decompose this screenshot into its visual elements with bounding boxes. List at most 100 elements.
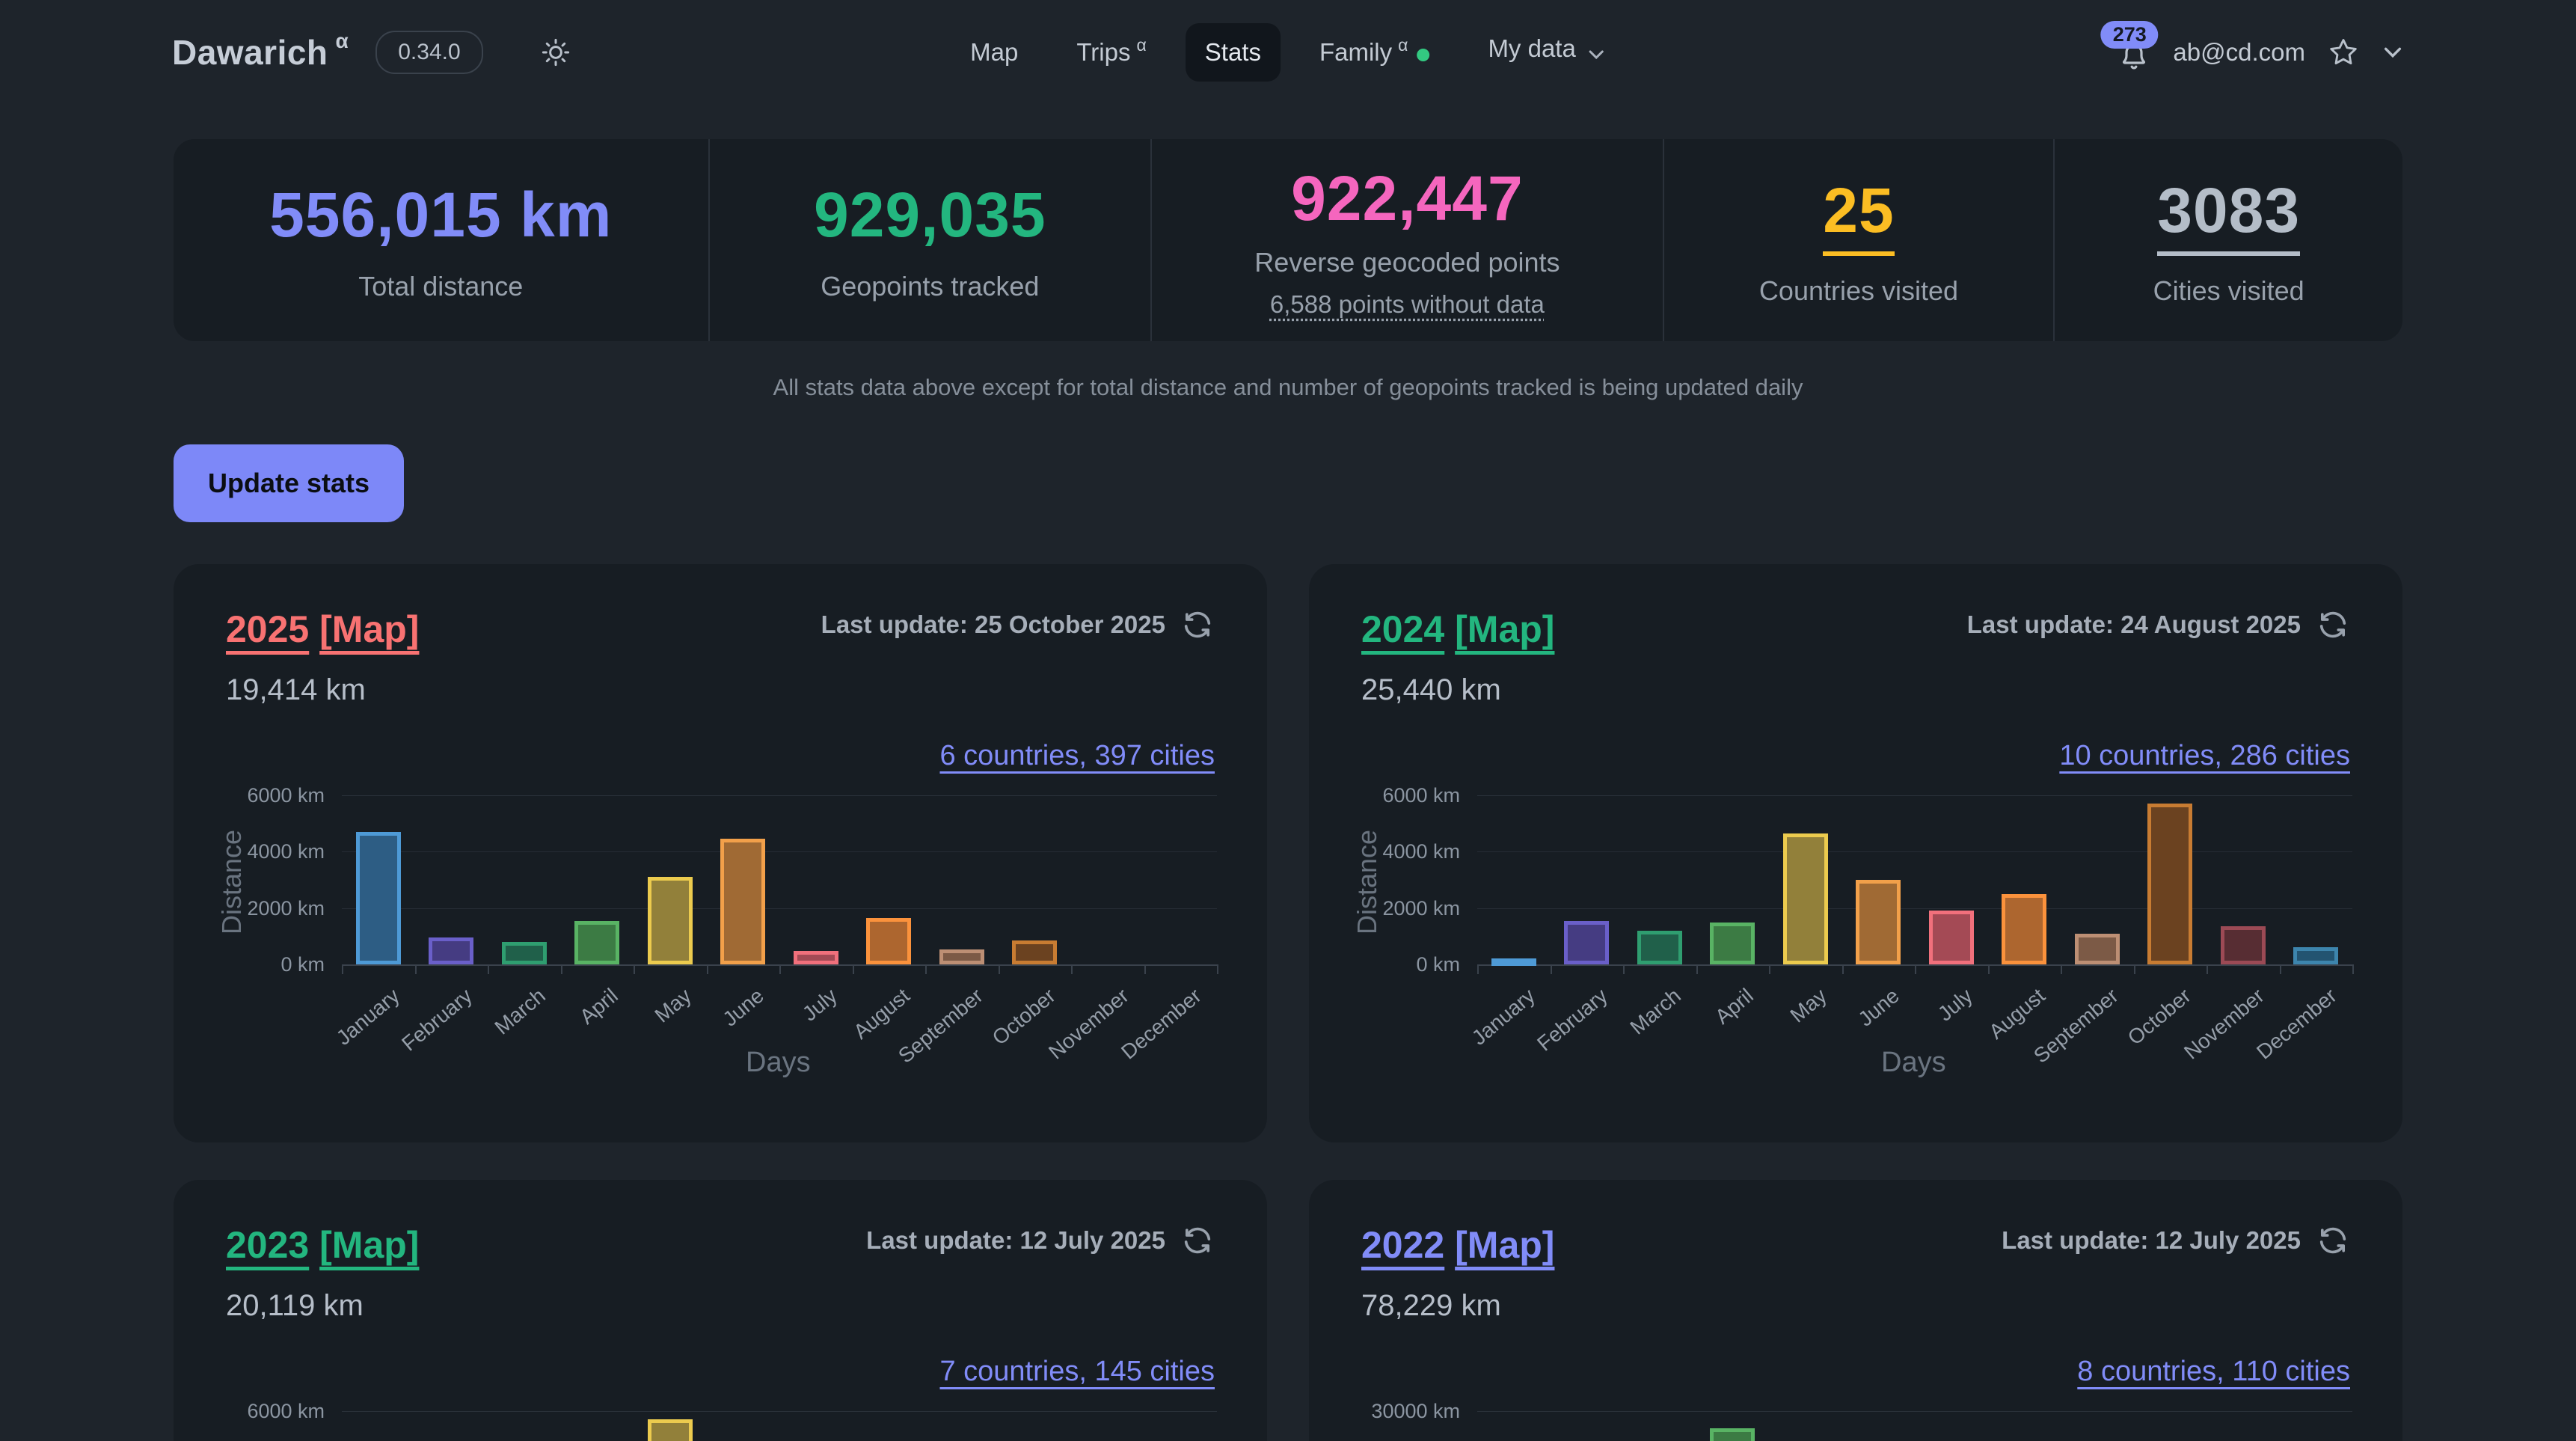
month-label: July: [797, 984, 841, 1026]
year-card-2022: 2022 [Map] Last update: 12 July 2025 78,22…: [1309, 1180, 2402, 1441]
nav-item-family[interactable]: Family α: [1300, 23, 1449, 82]
year-map-link[interactable]: [Map]: [1455, 1224, 1555, 1266]
x-axis-tick: [2352, 964, 2354, 974]
year-map-link[interactable]: [Map]: [319, 1224, 420, 1266]
nav-item-map[interactable]: Map: [951, 23, 1037, 82]
notifications-bell-icon[interactable]: 273: [2100, 21, 2159, 73]
bar-january-2025: [355, 831, 401, 964]
month-label: November: [1043, 984, 1133, 1064]
y-axis-tick-label: 0 km: [280, 953, 325, 976]
x-axis-tick: [925, 964, 927, 974]
nav-item-trips[interactable]: Trips α: [1057, 23, 1165, 82]
month-label: March: [490, 984, 550, 1039]
bar-november-2024: [2220, 926, 2266, 964]
year-map-link[interactable]: [Map]: [319, 608, 420, 650]
month-label: August: [849, 984, 915, 1044]
favorite-star-icon[interactable]: [2326, 35, 2361, 70]
distance-bar-chart-2025: 6000 km 4000 km 2000 km 0 km January February…: [216, 781, 1218, 1080]
month-label: December: [2252, 984, 2342, 1064]
countries-cities-row: 6 countries, 397 cities: [226, 740, 1215, 772]
x-axis-tick: [1915, 964, 1916, 974]
refresh-icon[interactable]: [2316, 608, 2350, 642]
y-axis-tick-label: 4000 km: [247, 840, 325, 863]
refresh-icon[interactable]: [2316, 1223, 2350, 1258]
bar-august-2025: [866, 917, 912, 964]
bar-february-2024: [1564, 920, 1610, 964]
alpha-superscript: α: [1136, 35, 1147, 55]
bar-september-2025: [939, 949, 984, 964]
bar-september-2024: [2074, 933, 2120, 964]
x-axis-title: Days: [746, 1047, 811, 1078]
nav-item-trips-label: Trips: [1076, 38, 1131, 66]
bar-december-2024: [2293, 947, 2339, 964]
stat-label: Geopoints tracked: [821, 270, 1040, 302]
nav-item-stats-label: Stats: [1204, 38, 1261, 66]
year-link[interactable]: 2024: [1361, 608, 1445, 650]
y-axis-title: Distance: [1352, 829, 1383, 935]
countries-cities-link[interactable]: 7 countries, 145 cities: [939, 1356, 1215, 1387]
year-link[interactable]: 2023: [226, 1224, 310, 1266]
bar-june-2025: [720, 839, 766, 964]
month-label: January: [331, 984, 404, 1050]
app-logo[interactable]: Dawarich α: [172, 29, 349, 73]
year-title: 2022 [Map]: [1361, 1223, 1554, 1267]
bar-january-2024: [1491, 958, 1536, 966]
bar-may-2023: [647, 1419, 693, 1441]
last-update-text: Last update: 24 August 2025: [1966, 611, 2301, 638]
refresh-icon[interactable]: [1180, 1223, 1215, 1258]
points-without-data-link[interactable]: 6,588 points without data: [1269, 290, 1545, 318]
year-distance: 20,119 km: [226, 1289, 364, 1322]
y-axis-tick-label: 6000 km: [247, 784, 325, 807]
gridline: [342, 1411, 1217, 1412]
y-axis-tick-label: 2000 km: [1382, 896, 1460, 920]
year-map-link[interactable]: [Map]: [1455, 608, 1555, 650]
bar-february-2025: [429, 937, 474, 964]
month-label: July: [1933, 984, 1977, 1026]
bar-april-2022: [1710, 1428, 1755, 1441]
countries-cities-link[interactable]: 8 countries, 110 cities: [2077, 1356, 2350, 1387]
x-axis-tick: [1477, 964, 1479, 974]
stat-reverse-geocoded: 922,447 Reverse geocoded points 6,588 po…: [1150, 139, 1663, 341]
month-label: November: [2179, 984, 2269, 1064]
countries-visited-link[interactable]: 25: [1823, 174, 1895, 256]
stats-update-info: All stats data above except for total di…: [773, 374, 1803, 400]
countries-cities-link[interactable]: 6 countries, 397 cities: [939, 740, 1215, 771]
x-axis-tick: [1623, 964, 1625, 974]
last-update-area: Last update: 25 October 2025: [821, 608, 1215, 642]
last-update-text: Last update: 12 July 2025: [866, 1226, 1165, 1254]
main-nav: Map Trips α Stats Family α My data: [951, 0, 1625, 105]
bar-april-2025: [574, 920, 620, 964]
stat-total-distance: 556,015 km Total distance: [174, 139, 708, 341]
month-label: June: [718, 984, 769, 1031]
account-menu-chevron-down-icon[interactable]: [2382, 41, 2404, 64]
nav-item-my-data[interactable]: My data: [1468, 19, 1625, 85]
stat-label: Total distance: [358, 270, 524, 302]
nav-item-stats[interactable]: Stats: [1185, 23, 1281, 82]
stat-label: Reverse geocoded points: [1254, 246, 1560, 278]
month-label: June: [1853, 984, 1904, 1031]
update-stats-button[interactable]: Update stats: [174, 444, 405, 522]
countries-cities-link[interactable]: 10 countries, 286 cities: [2059, 740, 2350, 771]
year-title: 2024 [Map]: [1361, 608, 1554, 651]
stat-label: Cities visited: [2153, 275, 2304, 306]
year-link[interactable]: 2025: [226, 608, 310, 650]
account-email[interactable]: ab@cd.com: [2173, 38, 2305, 66]
x-axis-tick: [998, 964, 1000, 974]
year-distance: 25,440 km: [1361, 673, 1501, 706]
x-axis-tick: [2061, 964, 2062, 974]
year-link[interactable]: 2022: [1361, 1224, 1445, 1266]
refresh-icon[interactable]: [1180, 608, 1215, 642]
last-update-area: Last update: 12 July 2025: [2002, 1223, 2350, 1258]
stat-value: 556,015 km: [269, 179, 613, 250]
distance-bar-chart-2024: 6000 km 4000 km 2000 km 0 km January February…: [1352, 781, 2354, 1080]
x-axis-tick: [1769, 964, 1770, 974]
chevron-down-icon: [1586, 42, 1606, 70]
stat-value: 922,447: [1291, 162, 1524, 233]
month-label: August: [1984, 984, 2050, 1044]
x-axis-tick: [779, 964, 781, 974]
year-distance: 78,229 km: [1361, 1289, 1501, 1322]
theme-toggle-sun-icon[interactable]: [540, 37, 571, 68]
cities-visited-link[interactable]: 3083: [2157, 174, 2301, 256]
